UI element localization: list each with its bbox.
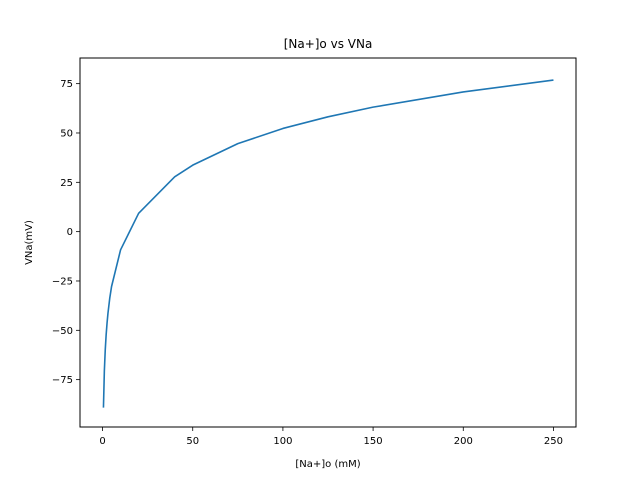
x-tick-label: 250	[544, 436, 563, 447]
x-tick-label: 150	[364, 436, 383, 447]
y-tick-label: 0	[67, 227, 73, 238]
y-axis: −75 −50 −25 0 25 50 75	[52, 79, 80, 386]
y-tick-label: 50	[60, 128, 73, 139]
y-tick-label: −75	[52, 375, 73, 386]
series-line-0	[102, 79, 554, 408]
x-tick-label: 0	[99, 436, 105, 447]
plot-area	[102, 79, 554, 408]
x-tick-label: 200	[454, 436, 473, 447]
chart-title: [Na+]o vs VNa	[284, 37, 373, 51]
y-tick-label: −50	[52, 326, 73, 337]
x-tick-label: 100	[273, 436, 292, 447]
y-tick-label: 25	[60, 178, 73, 189]
y-tick-label: −25	[52, 276, 73, 287]
x-axis: 0 50 100 150 200 250	[99, 427, 563, 447]
x-tick-label: 50	[186, 436, 199, 447]
axes-frame	[79, 57, 577, 428]
x-axis-label: [Na+]o (mM)	[295, 459, 360, 470]
y-axis-label: VNa(mV)	[24, 220, 35, 265]
y-tick-label: 75	[60, 79, 73, 90]
